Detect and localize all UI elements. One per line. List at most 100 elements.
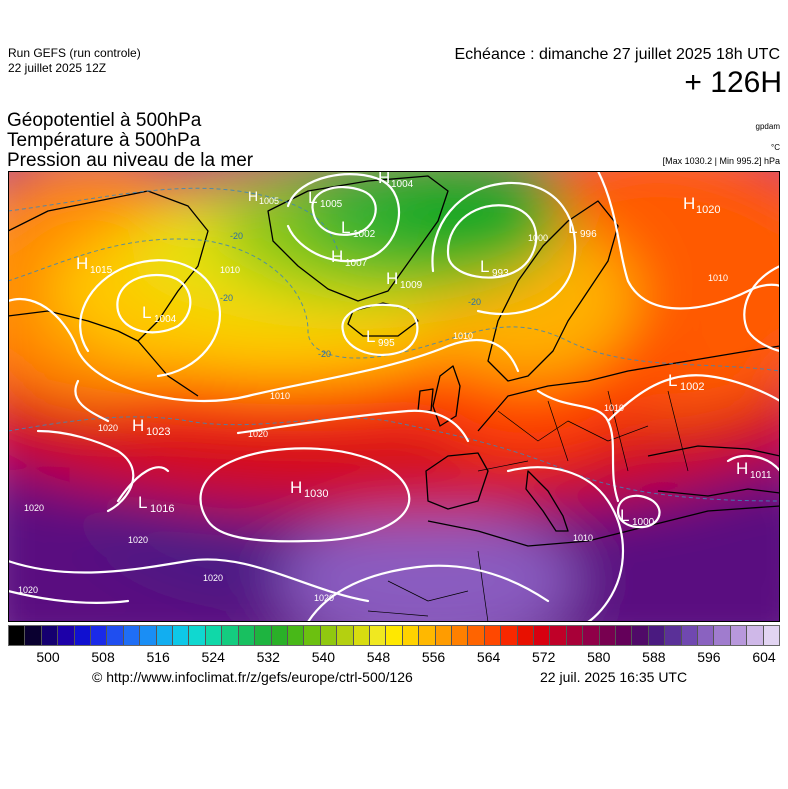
legend-swatch [386, 626, 403, 645]
isobar-labels: 1010 1010 1020 1020 1020 1020 1020 1020 … [18, 233, 728, 603]
legend-swatch [337, 626, 354, 645]
center-value: 1011 [750, 470, 772, 481]
legend-tick-label: 532 [256, 649, 280, 665]
legend-swatch [435, 626, 452, 645]
legend-swatch [698, 626, 715, 645]
legend-tick-label: 524 [201, 649, 225, 665]
legend-tick-label: 580 [587, 649, 611, 665]
center-label: H [248, 188, 258, 204]
legend-swatch [550, 626, 567, 645]
legend-swatch [714, 626, 731, 645]
center-value: 1023 [146, 426, 170, 438]
isotherm-value: -20 [468, 297, 481, 307]
isotherm-labels: -20 -20 -20 -20 [220, 231, 481, 359]
legend-swatch [320, 626, 338, 645]
legend-tick-label: 548 [366, 649, 391, 665]
center-label: L [620, 506, 629, 525]
legend-swatch [74, 626, 92, 645]
legend-tick-label: 572 [532, 649, 556, 665]
center-label: L [138, 493, 147, 512]
run-date: 22 juillet 2025 12Z [8, 61, 107, 75]
legend-swatch [189, 626, 206, 645]
center-label: H [132, 416, 144, 435]
legend-tick-label: 540 [311, 649, 336, 665]
legend-tick-label: 508 [91, 649, 115, 665]
center-value: 1016 [150, 503, 174, 515]
generation-date: 22 juil. 2025 16:35 UTC [540, 669, 688, 685]
isobar-value: 1020 [128, 535, 148, 545]
center-value: 996 [580, 229, 597, 240]
legend-tick-label: 500 [36, 649, 60, 665]
isotherm-value: -20 [220, 293, 233, 303]
isotherm-value: -20 [230, 231, 243, 241]
legend-swatch [517, 626, 534, 645]
title-pressure: Pression au niveau de la mer [7, 150, 254, 171]
legend-swatch [599, 626, 617, 645]
legend-swatch [468, 626, 485, 645]
legend-swatch [566, 626, 584, 645]
isotherms [8, 187, 780, 502]
isobar-value: 1020 [24, 503, 44, 513]
legend-swatch [140, 626, 157, 645]
forecast-valid-time: Echéance : dimanche 27 juillet 2025 18h … [454, 46, 780, 63]
legend-swatch [665, 626, 682, 645]
legend-tick-label: 604 [752, 649, 776, 665]
isobar-value: 1020 [203, 573, 223, 583]
isobar-value: 1010 [220, 265, 240, 275]
center-label: H [378, 171, 390, 187]
legend-swatch [222, 626, 239, 645]
center-value: 1020 [696, 204, 720, 216]
legend-swatch [419, 626, 436, 645]
center-value: 1000 [632, 517, 655, 528]
isobar-value: 1020 [314, 593, 334, 603]
center-label: L [341, 218, 350, 237]
legend-swatch [747, 626, 764, 645]
title-temperature: Température à 500hPa [7, 130, 201, 151]
legend-tick-label: 588 [642, 649, 666, 665]
center-value: 1002 [680, 381, 704, 393]
legend-swatch [763, 626, 780, 645]
unit-geopotential: gpdam [755, 122, 780, 131]
center-value: 1004 [391, 179, 414, 190]
isobar-value: 1010 [708, 273, 728, 283]
legend-swatch [353, 626, 370, 645]
center-label: L [480, 257, 489, 276]
center-label: H [386, 269, 398, 288]
center-value: 993 [492, 268, 509, 279]
legend-swatch [9, 626, 26, 645]
center-value: 1005 [259, 196, 279, 206]
legend-swatch [484, 626, 502, 645]
legend-tick-label: 596 [697, 649, 721, 665]
isobar-value: 1010 [573, 533, 593, 543]
center-label: L [568, 218, 577, 237]
legend-swatch [632, 626, 649, 645]
center-label: L [668, 371, 677, 390]
legend-swatch [730, 626, 748, 645]
legend-swatch [58, 626, 75, 645]
isobar-value: 1000 [528, 233, 548, 243]
center-label: L [142, 303, 151, 322]
center-label: H [683, 194, 695, 213]
isobar-value: 1010 [604, 403, 624, 413]
legend-swatch [681, 626, 699, 645]
isobar-value: 1010 [270, 391, 290, 401]
legend-swatch [107, 626, 124, 645]
title-geopotential: Géopotentiel à 500hPa [7, 110, 202, 131]
legend-swatch [271, 626, 288, 645]
center-value: 1015 [90, 265, 113, 276]
center-label: L [366, 327, 375, 346]
legend-swatch [402, 626, 420, 645]
legend-swatch [648, 626, 666, 645]
legend-swatch [91, 626, 108, 645]
isobars [8, 171, 780, 622]
legend-swatch [501, 626, 518, 645]
center-value: 1009 [400, 280, 423, 291]
isobar-value: 1010 [453, 331, 473, 341]
lead-time: + 126H [684, 66, 782, 99]
legend-swatch [238, 626, 256, 645]
color-legend [8, 625, 780, 646]
center-label: H [76, 254, 88, 273]
center-value: 1004 [154, 314, 177, 325]
isobar-value: 1020 [98, 423, 118, 433]
isotherm-value: -20 [318, 349, 331, 359]
